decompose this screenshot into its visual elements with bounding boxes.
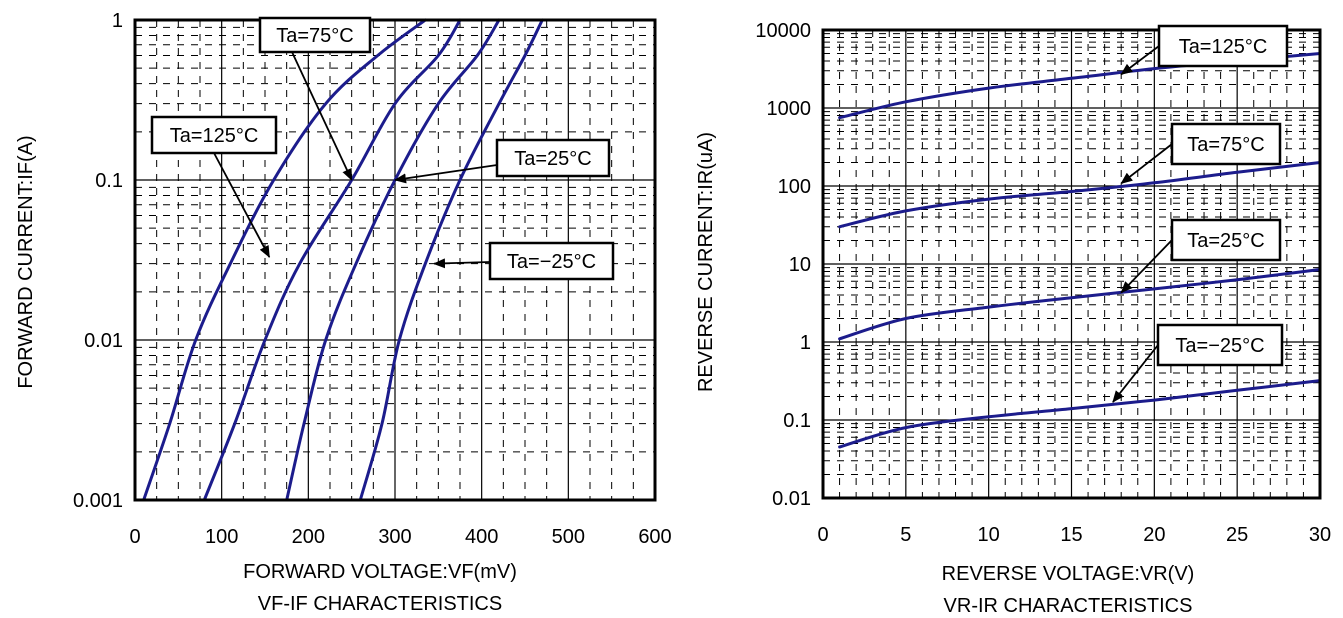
vr-ir-y-tick-label: 10000 [755,20,811,42]
vf-if-curves [142,18,544,502]
vr-ir-annotation-arrow [1120,45,1160,76]
vr-ir-y-tick-label: 100 [778,176,811,198]
vf-if-annotation-box [495,138,611,178]
vf-if-annotation-label: Ta=75°C [276,25,354,47]
vf-if-y-tick-label: 0.1 [95,170,123,192]
vr-ir-series-line-1 [838,161,1322,229]
vf-if-x-tick-label: 200 [292,526,325,548]
vf-if-series-line-2 [285,18,501,502]
vr-ir-x-tick-label: 20 [1143,524,1165,546]
vf-if-x-tick-label: 600 [638,526,671,548]
vf-if-caption: VF-IF CHARACTERISTICS [258,593,502,615]
vf-if-x-tick-label: 0 [129,526,140,548]
vr-ir-series-line-3 [838,379,1322,449]
vf-if-annotation-arrow [291,51,353,181]
vr-ir-x-tick-label: 25 [1226,524,1248,546]
vf-if-y-tick-label: 0.01 [84,330,123,352]
vf-if-chart: 0.001 0.01 0.1 1 0 100 200 300 400 500 600 Ta=75°… [15,10,672,615]
vf-if-series-line-1 [202,18,462,502]
vf-if-annotation-box [488,241,615,281]
vr-ir-x-tick-label: 10 [978,524,1000,546]
vr-ir-x-tick-label: 30 [1309,524,1331,546]
vf-if-series-line-0 [142,18,427,502]
vf-if-y-tick-label: 0.001 [73,490,123,512]
vf-if-annotation-box [150,115,278,155]
vr-ir-grid [823,30,1320,498]
vf-if-annotation-label: Ta=−25°C [507,251,596,273]
vr-ir-annotation-box [1170,218,1282,262]
vr-ir-plot-frame [821,28,1322,500]
vf-if-x-tick-label: 400 [465,526,498,548]
vr-ir-annotation-box [1170,122,1282,166]
vf-if-y-axis-title: FORWARD CURRENT:IF(A) [15,135,37,388]
vr-ir-y-tick-label: 10 [789,254,811,276]
vr-ir-curves [838,52,1322,449]
vf-if-x-tick-label: 500 [552,526,585,548]
vf-if-annotation-arrow [394,164,498,184]
vr-ir-annotation-box [1156,323,1284,367]
vf-if-annotations: Ta=75°C Ta=125°C Ta=25°C Ta=−25°C [150,16,615,281]
vr-ir-y-tick-label: 0.01 [772,488,811,510]
vf-if-annotation-arrow [213,152,271,258]
vr-ir-annotations: Ta=125°C Ta=75°C Ta=25°C Ta=−25°C [1112,24,1289,403]
vr-ir-annotation-arrow [1112,344,1159,403]
vr-ir-annotation-label: Ta=25°C [1187,230,1265,252]
vr-ir-y-tick-label: 1 [800,332,811,354]
vr-ir-caption: VR-IR CHARACTERISTICS [944,595,1193,617]
vr-ir-annotation-label: Ta=−25°C [1175,335,1264,357]
vf-if-y-tick-label: 1 [112,10,123,32]
vr-ir-y-tick-label: 1000 [767,98,812,120]
vr-ir-x-tick-label: 0 [817,524,828,546]
vf-if-plot-frame [133,18,657,502]
vr-ir-series-line-2 [838,268,1322,341]
vr-ir-annotation-box [1157,24,1289,68]
vr-ir-x-axis-title: REVERSE VOLTAGE:VR(V) [942,563,1195,585]
vf-if-x-axis-title: FORWARD VOLTAGE:VF(mV) [243,561,517,583]
vr-ir-annotation-arrow [1120,143,1173,185]
vr-ir-y-axis-title: REVERSE CURRENT:IR(uA) [695,132,717,392]
vr-ir-x-tick-label: 15 [1060,524,1082,546]
vf-if-x-tick-label: 300 [378,526,411,548]
vf-if-x-ticks: 0 100 200 300 400 500 600 [129,526,671,548]
vf-if-annotation-arrow [433,258,491,269]
vf-if-annotation-box [258,16,372,54]
vr-ir-annotation-arrow [1120,239,1173,294]
vf-if-annotation-label: Ta=125°C [170,125,259,147]
vr-ir-x-tick-label: 5 [900,524,911,546]
vr-ir-x-ticks: 0 5 10 15 20 25 30 [817,524,1331,546]
vf-if-series-line-3 [358,18,544,502]
vr-ir-y-tick-label: 0.1 [783,410,811,432]
vr-ir-annotation-label: Ta=125°C [1179,36,1268,58]
vf-if-annotation-label: Ta=25°C [514,148,592,170]
vf-if-y-ticks: 0.001 0.01 0.1 1 [73,10,123,512]
vr-ir-annotation-label: Ta=75°C [1187,134,1265,156]
vf-if-x-tick-label: 100 [205,526,238,548]
vr-ir-y-ticks: 0.01 0.1 1 10 100 1000 10000 [755,20,811,510]
vr-ir-chart: 0.01 0.1 1 10 100 1000 10000 0 5 10 15 20 25 30 Ta=1… [695,20,1331,617]
